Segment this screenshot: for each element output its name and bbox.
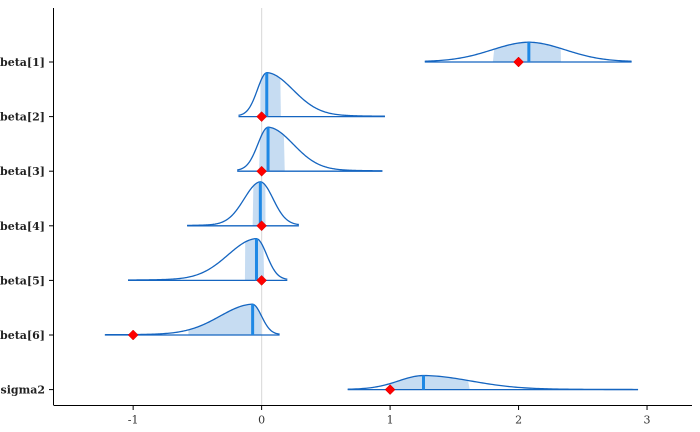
ridges-group	[104, 41, 639, 395]
ridge-beta[5]	[128, 237, 288, 286]
interval-area-sigma2	[388, 375, 470, 390]
x-tick-label-2: 2	[515, 414, 522, 427]
x-tick-label--1: -1	[128, 414, 139, 427]
ridge-beta[1]	[424, 41, 632, 68]
true-value-marker-sigma2	[384, 384, 396, 395]
y-tick-label-beta[4]: beta[4]	[0, 220, 45, 233]
interval-area-beta[5]	[244, 238, 265, 281]
true-value-marker-beta[3]	[256, 165, 267, 177]
ridge-beta[2]	[238, 71, 385, 122]
ridge-beta[6]	[104, 303, 280, 341]
interval-area-beta[6]	[188, 304, 262, 335]
y-tick-label-beta[6]: beta[6]	[0, 329, 45, 342]
interval-area-beta[2]	[260, 72, 281, 117]
y-tick-label-beta[2]: beta[2]	[0, 111, 45, 124]
y-tick-label-beta[1]: beta[1]	[0, 56, 45, 69]
density-curve-beta[2]	[238, 71, 385, 117]
true-value-marker-beta[2]	[256, 111, 267, 122]
interval-area-beta[1]	[492, 42, 561, 62]
ridge-sigma2	[347, 374, 639, 395]
true-value-marker-beta[6]	[127, 329, 139, 341]
y-tick-label-beta[5]: beta[5]	[0, 274, 45, 287]
y-tick-label-sigma2: sigma2	[1, 384, 45, 397]
x-tick-label-0: 0	[258, 414, 265, 427]
x-tick-label-3: 3	[644, 414, 651, 427]
ridge-beta[3]	[237, 126, 383, 177]
density-curve-beta[3]	[237, 126, 383, 172]
y-tick-label-beta[3]: beta[3]	[0, 165, 45, 178]
interval-area-beta[3]	[259, 127, 285, 172]
true-value-marker-beta[1]	[513, 56, 524, 68]
density-curve-beta[4]	[187, 181, 299, 227]
true-value-marker-beta[5]	[256, 275, 267, 286]
x-tick-label-1: 1	[387, 414, 394, 427]
y-axis-ticks: beta[1] beta[2] beta[3] beta[4] beta[5] beta[…	[0, 56, 54, 397]
x-axis-ticks: -1 0 1 2 3	[128, 405, 651, 427]
ridge-beta[4]	[187, 181, 299, 232]
true-value-marker-beta[4]	[256, 220, 267, 232]
